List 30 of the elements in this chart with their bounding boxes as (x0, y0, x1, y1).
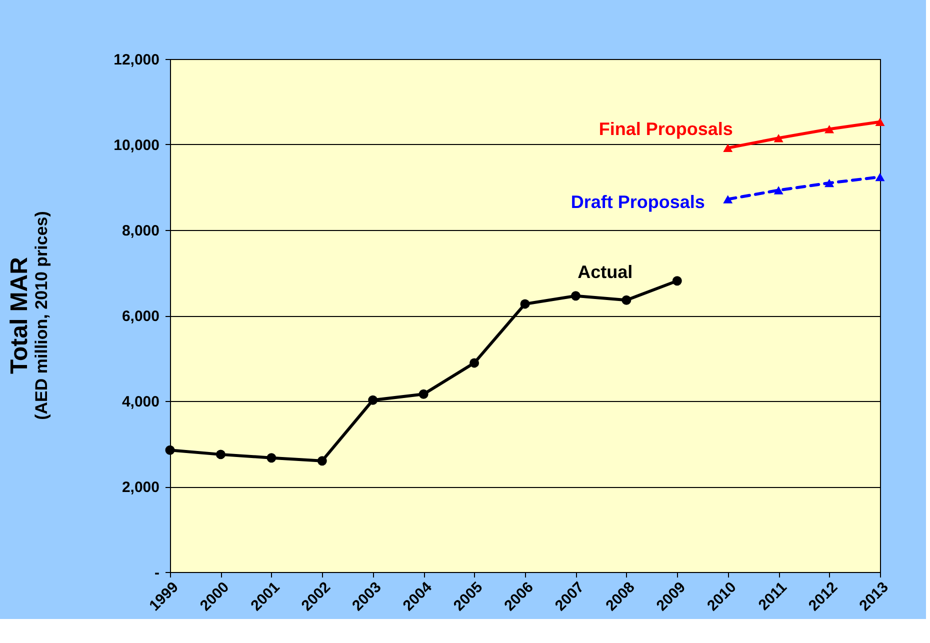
point (266, 453, 276, 463)
point (875, 118, 885, 126)
series-label: Draft Proposals (570, 192, 705, 212)
series-label: Final Proposals (598, 118, 733, 139)
point (165, 445, 175, 455)
point (824, 178, 834, 188)
point (774, 186, 784, 194)
point (216, 450, 226, 460)
point (875, 172, 885, 182)
point (368, 395, 378, 405)
y-tick-label: 12,000 (114, 52, 160, 68)
y-tick-label: 8,000 (122, 222, 160, 240)
point (570, 291, 580, 301)
y-axis-title: Total MAR (AED million, 2010 prices) (6, 211, 51, 420)
y-tick-label: - (154, 564, 160, 582)
point (672, 276, 682, 286)
point (824, 125, 834, 134)
point (723, 144, 733, 152)
point (723, 195, 733, 204)
point (774, 134, 784, 142)
point (470, 358, 480, 368)
point (317, 456, 327, 466)
point (418, 389, 428, 399)
series-label: Actual (578, 262, 633, 282)
y-tick-label: 10,000 (114, 137, 160, 154)
point (520, 299, 530, 309)
point (622, 295, 632, 305)
y-tick-label: 2,000 (122, 479, 160, 496)
y-tick-label: 4,000 (122, 394, 160, 410)
y-tick-label: 6,000 (122, 308, 160, 325)
